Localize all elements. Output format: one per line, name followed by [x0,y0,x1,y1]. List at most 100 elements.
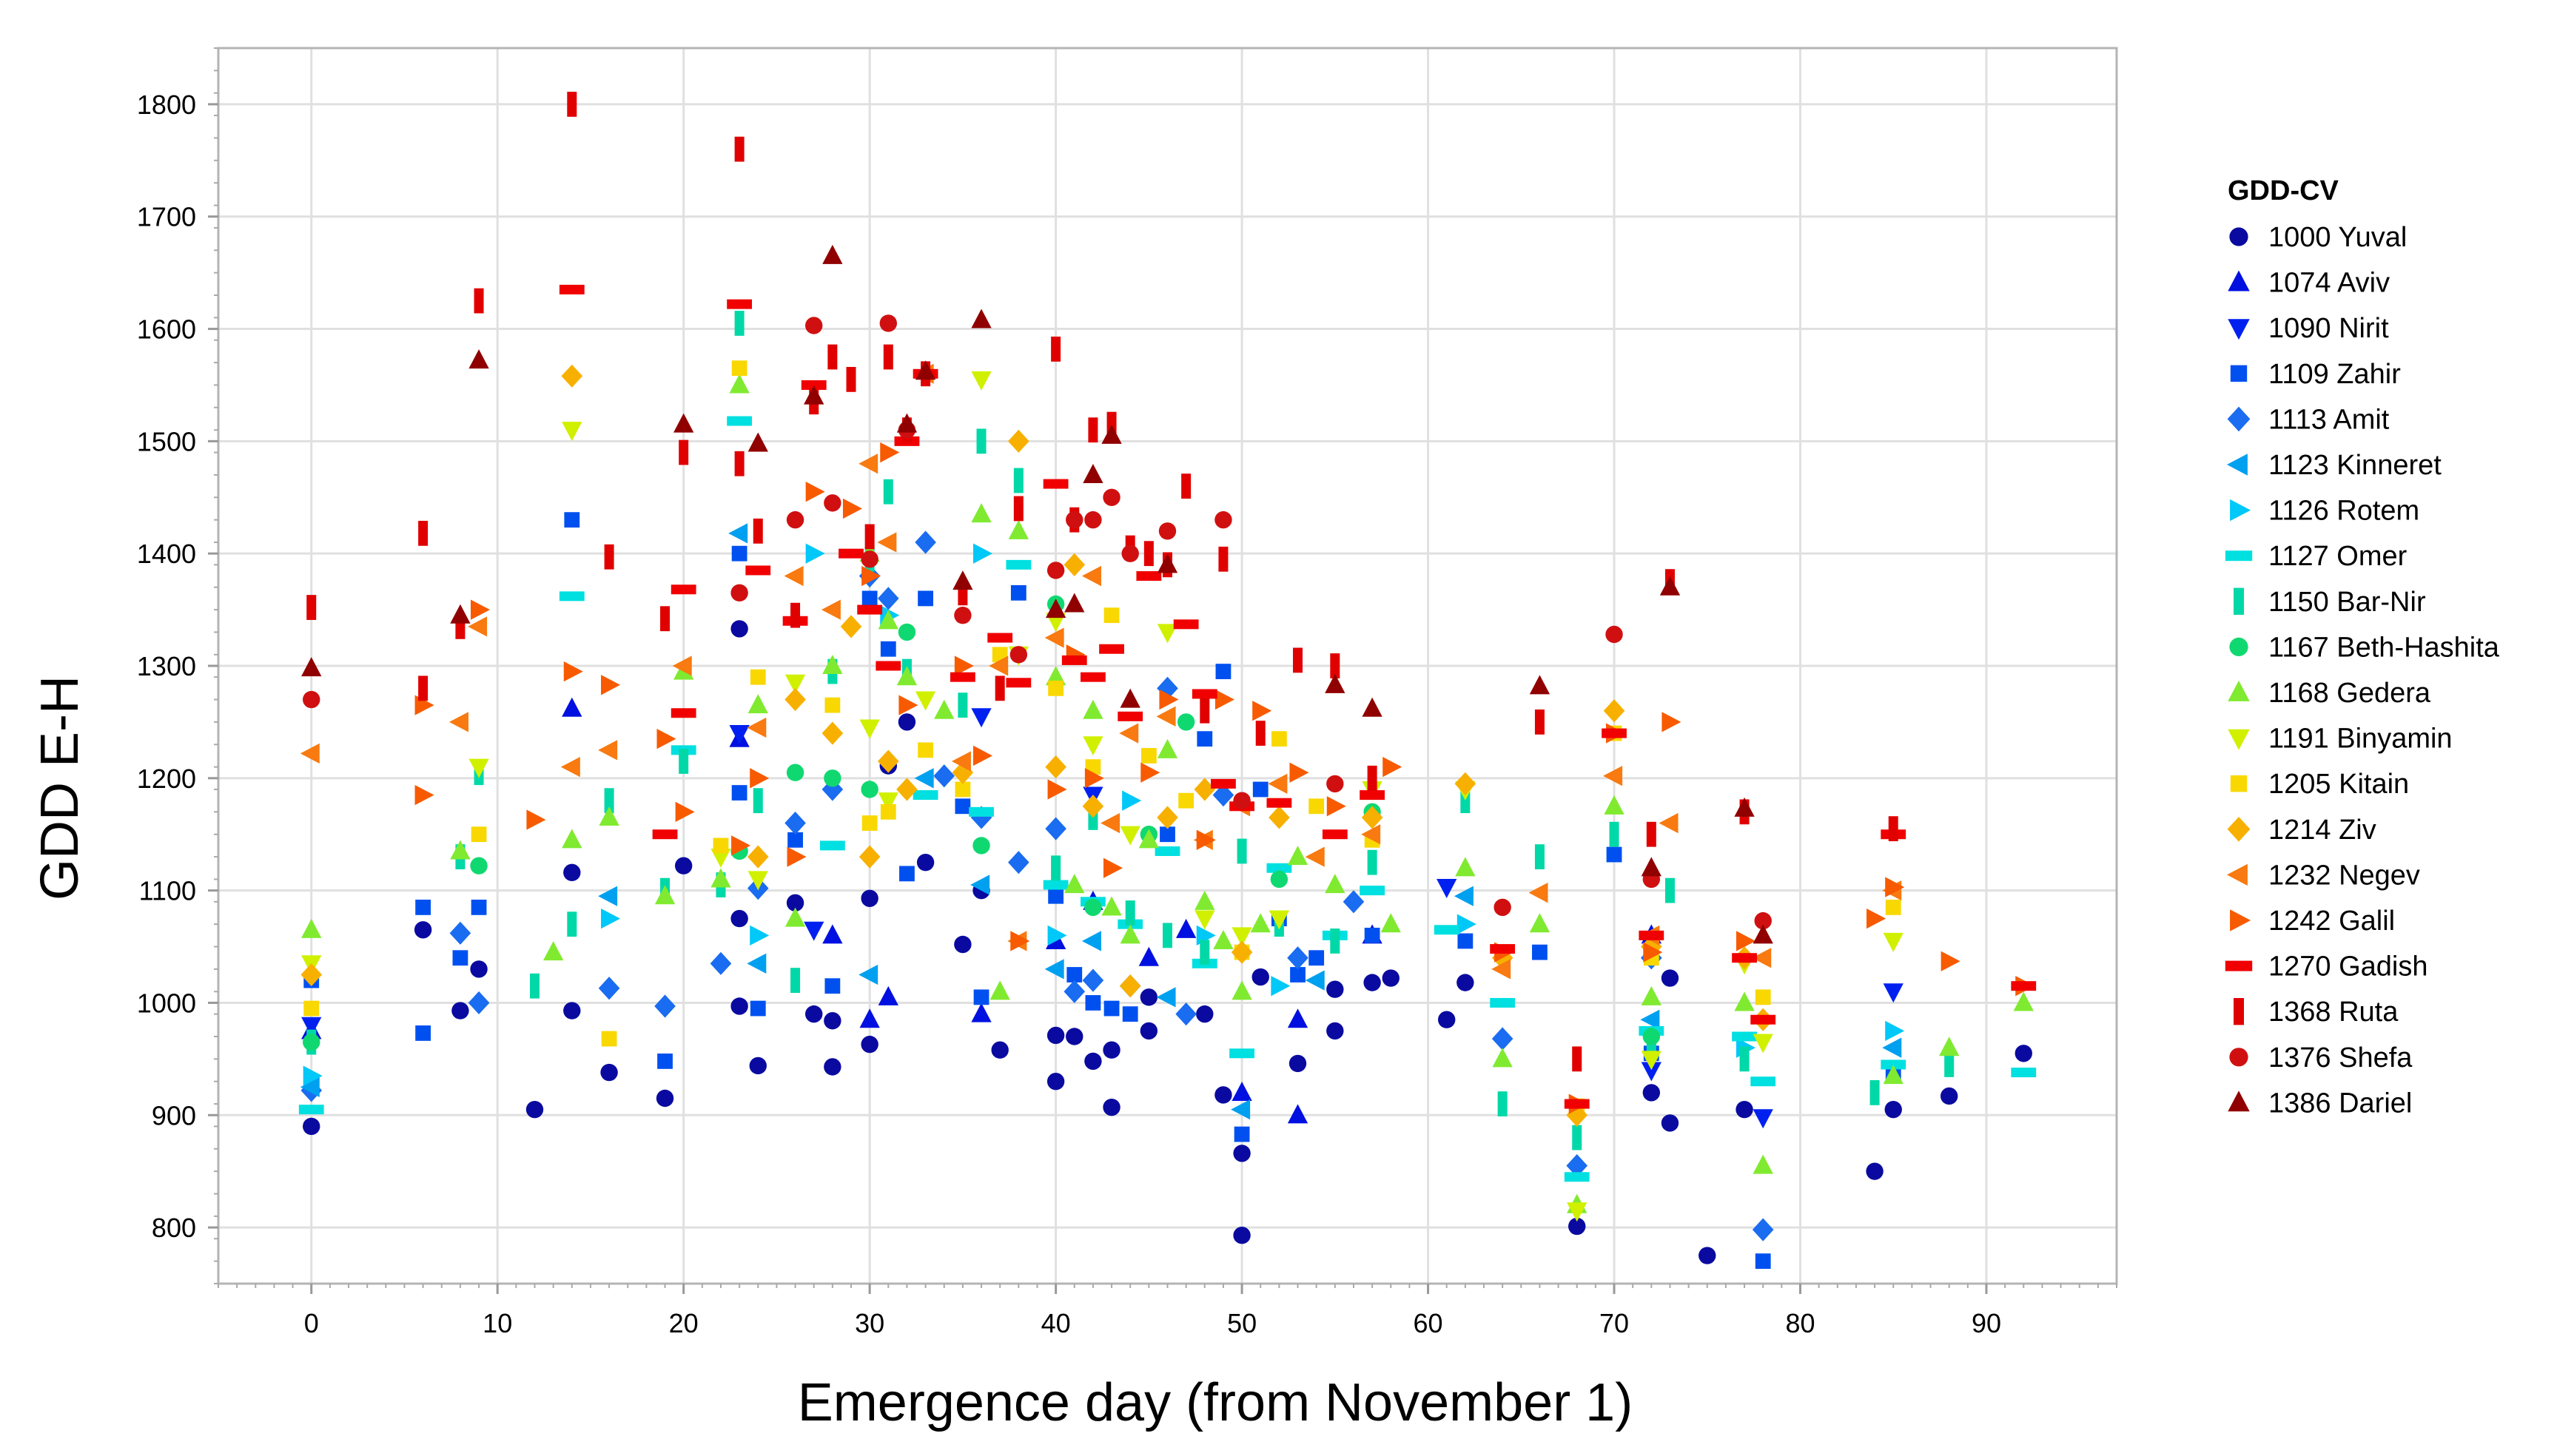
legend-item: 1386 Dariel [2228,1088,2412,1119]
legend-label: 1168 Gedera [2268,678,2431,709]
data-point [1157,624,1178,644]
y-tick-label: 1100 [139,876,196,906]
data-point [918,590,933,607]
data-point [415,900,431,915]
data-points [298,92,2037,1270]
data-point [1175,918,1197,938]
data-point [730,909,748,928]
legend-marker [2227,406,2251,432]
data-point [1120,826,1140,846]
data-point [861,815,878,831]
data-point [839,548,864,559]
data-point [1869,1080,1880,1105]
data-point [1361,824,1381,845]
data-point [877,532,897,553]
data-point [1232,1081,1252,1101]
data-point [1866,1162,1884,1180]
series-7 [298,416,2037,1182]
data-point [1269,910,1290,930]
data-point [1382,969,1400,987]
y-tick-label: 900 [152,1100,196,1130]
legend-label: 1376 Shefa [2268,1042,2413,1074]
data-point [1081,672,1106,682]
data-point [970,874,990,895]
data-point [972,543,992,564]
legend-marker [2234,587,2244,615]
data-point [1140,1022,1158,1040]
legend-label: 1242 Galil [2268,906,2395,937]
data-point [604,544,614,570]
data-point [1008,429,1029,453]
legend-item: 1150 Bar-Nir [2234,587,2426,618]
data-point [452,950,468,966]
data-point [450,840,471,860]
data-point [1661,969,1679,987]
data-point [786,894,804,912]
data-point [1564,1172,1590,1182]
data-point [787,846,807,867]
data-point [859,1008,880,1028]
data-point [805,1005,823,1023]
data-point [1456,914,1476,934]
data-point [1084,510,1102,529]
data-point [1941,951,1960,971]
data-point [468,616,488,637]
data-point [1455,857,1476,877]
data-point [418,675,429,701]
series-6 [303,543,1905,1086]
data-point [1330,928,1340,954]
data-point [1293,647,1303,673]
data-point [1269,806,1290,829]
data-point [916,853,935,872]
data-point [1140,762,1160,783]
data-point [672,655,692,676]
legend-label: 1113 Amit [2268,404,2390,435]
data-point [1200,698,1210,724]
data-point [1229,1048,1254,1059]
data-point [1888,816,1898,842]
data-point [1736,1100,1753,1119]
data-point [1752,948,1772,968]
data-point [1051,855,1061,881]
legend-label: 1123 Kinneret [2268,450,2442,481]
x-tick-label: 70 [1599,1308,1629,1338]
data-point [301,918,322,938]
data-point [564,512,580,528]
data-point [1045,599,1066,619]
data-point [530,973,540,999]
data-point [1045,666,1066,686]
legend-marker [2230,775,2248,792]
data-point [804,921,824,941]
data-point [710,849,731,869]
data-point [952,761,974,784]
data-point [303,1000,320,1017]
data-point [1266,863,1292,873]
data-point [1603,766,1623,786]
data-point [878,792,898,812]
data-point [822,924,843,944]
data-point [1732,953,1757,963]
data-point [1157,738,1178,758]
data-point [567,911,577,937]
data-point [861,1035,878,1054]
data-point [1646,821,1656,847]
data-point [660,606,671,632]
data-point [1194,778,1216,801]
x-axis-label: Emergence day (from November 1) [798,1373,1633,1432]
data-point [1268,773,1288,795]
data-point [1457,933,1474,949]
data-point [824,978,841,994]
data-point [1006,559,1032,570]
data-point [1047,925,1067,946]
data-point [1008,851,1029,874]
data-point [671,584,696,595]
data-point [1195,910,1215,930]
data-point [1157,806,1178,829]
data-point [954,606,972,624]
legend-marker [2225,960,2253,971]
legend-marker [2230,365,2248,382]
data-point [1043,479,1069,489]
data-point [1736,931,1756,951]
data-point [1214,510,1232,529]
data-point [1287,846,1308,866]
